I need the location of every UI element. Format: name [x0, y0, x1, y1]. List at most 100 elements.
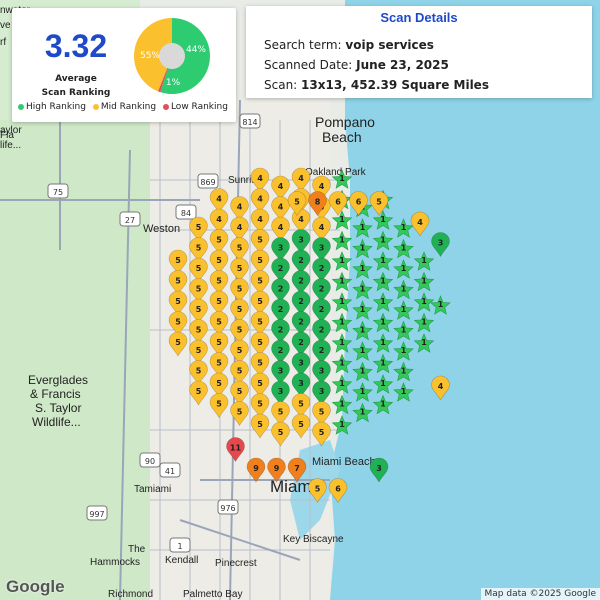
- rank-pin[interactable]: 5: [189, 237, 208, 263]
- rank-pin[interactable]: 1: [372, 374, 394, 394]
- rank-pin[interactable]: 1: [372, 292, 394, 312]
- rank-pin[interactable]: 1: [331, 251, 353, 271]
- rank-pin[interactable]: 1: [393, 279, 414, 300]
- rank-pin[interactable]: 1: [413, 251, 435, 271]
- rank-pin[interactable]: 5: [209, 311, 229, 337]
- rank-pin[interactable]: 1: [372, 251, 394, 271]
- rank-pin[interactable]: 4: [250, 167, 270, 193]
- rank-pin[interactable]: 5: [209, 331, 229, 357]
- rank-pin[interactable]: 5: [168, 331, 188, 357]
- rank-pin[interactable]: 5: [250, 352, 270, 378]
- rank-pin[interactable]: 5: [250, 270, 270, 296]
- rank-pin[interactable]: 5: [189, 319, 208, 345]
- rank-pin[interactable]: 9: [267, 457, 286, 483]
- rank-pin[interactable]: 6: [328, 191, 348, 217]
- rank-pin[interactable]: 5: [168, 290, 188, 316]
- rank-pin[interactable]: 3: [369, 457, 389, 483]
- rank-pin[interactable]: 1: [393, 341, 414, 361]
- rank-pin[interactable]: 4: [230, 216, 249, 242]
- rank-pin[interactable]: 1: [331, 169, 353, 189]
- rank-pin[interactable]: 1: [430, 295, 451, 315]
- rank-pin[interactable]: 5: [308, 478, 327, 504]
- rank-pin[interactable]: 2: [271, 278, 290, 304]
- rank-pins[interactable]: 4444144444411154444441111555533311115555…: [168, 167, 451, 504]
- rank-pin[interactable]: 5: [189, 216, 208, 242]
- rank-pin[interactable]: 5: [209, 249, 229, 275]
- rank-pin[interactable]: 5: [209, 352, 229, 378]
- rank-pin[interactable]: 2: [291, 270, 311, 296]
- rank-pin[interactable]: 4: [431, 375, 450, 401]
- rank-pin[interactable]: 5: [291, 393, 311, 419]
- rank-pin[interactable]: 5: [230, 319, 249, 345]
- rank-pin[interactable]: 5: [230, 237, 249, 263]
- rank-pin[interactable]: 1: [372, 312, 394, 333]
- rank-pin[interactable]: 1: [352, 279, 373, 300]
- rank-pin[interactable]: 1: [331, 312, 353, 333]
- rank-pin[interactable]: 5: [250, 290, 270, 316]
- rank-pin[interactable]: 1: [331, 394, 353, 415]
- rank-pin[interactable]: 1: [372, 353, 394, 374]
- rank-pin[interactable]: 1: [372, 333, 394, 353]
- rank-pin[interactable]: 5: [230, 298, 249, 324]
- rank-pin[interactable]: 3: [271, 237, 290, 263]
- rank-pin[interactable]: 3: [312, 380, 331, 406]
- rank-pin[interactable]: 5: [250, 249, 270, 275]
- rank-pin[interactable]: 5: [369, 191, 389, 217]
- rank-pin[interactable]: 5: [230, 380, 249, 406]
- rank-pin[interactable]: 2: [291, 249, 311, 275]
- rank-pin[interactable]: 5: [189, 298, 208, 324]
- rank-pin[interactable]: 1: [393, 300, 414, 320]
- rank-pin[interactable]: 5: [250, 393, 270, 419]
- rank-pin[interactable]: 5: [312, 401, 331, 427]
- rank-pin[interactable]: 5: [230, 339, 249, 365]
- rank-pin[interactable]: 1: [352, 361, 373, 382]
- rank-pin[interactable]: 8: [308, 191, 327, 217]
- rank-pin[interactable]: 5: [209, 270, 229, 296]
- rank-pin[interactable]: 4: [291, 167, 311, 193]
- rank-pin[interactable]: 5: [250, 229, 270, 255]
- rank-pin[interactable]: 5: [189, 257, 208, 283]
- rank-pin[interactable]: 5: [189, 339, 208, 365]
- rank-pin[interactable]: 5: [209, 372, 229, 398]
- rank-pin[interactable]: 4: [230, 196, 249, 222]
- rank-pin[interactable]: 1: [352, 320, 373, 341]
- rank-pin[interactable]: 1: [352, 238, 373, 259]
- rank-pin[interactable]: 1: [393, 238, 414, 259]
- rank-pin[interactable]: 6: [328, 478, 348, 504]
- rank-pin[interactable]: 5: [250, 413, 270, 439]
- rank-pin[interactable]: 3: [291, 372, 311, 398]
- rank-pin[interactable]: 3: [271, 360, 290, 386]
- rank-pin[interactable]: 5: [287, 191, 307, 217]
- rank-pin[interactable]: 1: [352, 259, 373, 279]
- rank-pin[interactable]: 1: [413, 271, 435, 292]
- rank-pin[interactable]: 1: [331, 374, 353, 394]
- rank-pin[interactable]: 6: [349, 191, 368, 217]
- rank-pin[interactable]: 5: [291, 413, 311, 439]
- rank-pin[interactable]: 1: [331, 333, 353, 353]
- rank-pin[interactable]: 3: [312, 360, 331, 386]
- rank-pin[interactable]: 11: [226, 437, 245, 463]
- rank-pin[interactable]: 5: [168, 311, 188, 337]
- rank-pin[interactable]: 5: [312, 421, 331, 447]
- rank-pin[interactable]: 1: [393, 361, 414, 382]
- rank-pin[interactable]: 1: [372, 271, 394, 292]
- rank-pin[interactable]: 1: [372, 394, 394, 415]
- rank-pin[interactable]: 1: [393, 218, 414, 238]
- rank-pin[interactable]: 1: [331, 292, 353, 312]
- rank-pin[interactable]: 3: [431, 232, 450, 258]
- rank-pin[interactable]: 5: [271, 421, 290, 447]
- rank-pin[interactable]: 1: [413, 333, 435, 353]
- rank-pin[interactable]: 1: [393, 259, 414, 279]
- rank-pin[interactable]: 2: [312, 278, 331, 304]
- rank-pin[interactable]: 1: [413, 292, 435, 312]
- rank-pin[interactable]: 2: [312, 339, 331, 365]
- rank-pin[interactable]: 4: [271, 216, 290, 242]
- rank-pin[interactable]: 3: [312, 237, 331, 263]
- rank-pin[interactable]: 4: [209, 208, 229, 234]
- rank-pin[interactable]: 2: [291, 290, 311, 316]
- rank-pin[interactable]: 5: [250, 311, 270, 337]
- rank-pin[interactable]: 2: [271, 257, 290, 283]
- rank-pin[interactable]: 3: [291, 352, 311, 378]
- rank-pin[interactable]: 5: [209, 229, 229, 255]
- rank-pin[interactable]: 5: [250, 372, 270, 398]
